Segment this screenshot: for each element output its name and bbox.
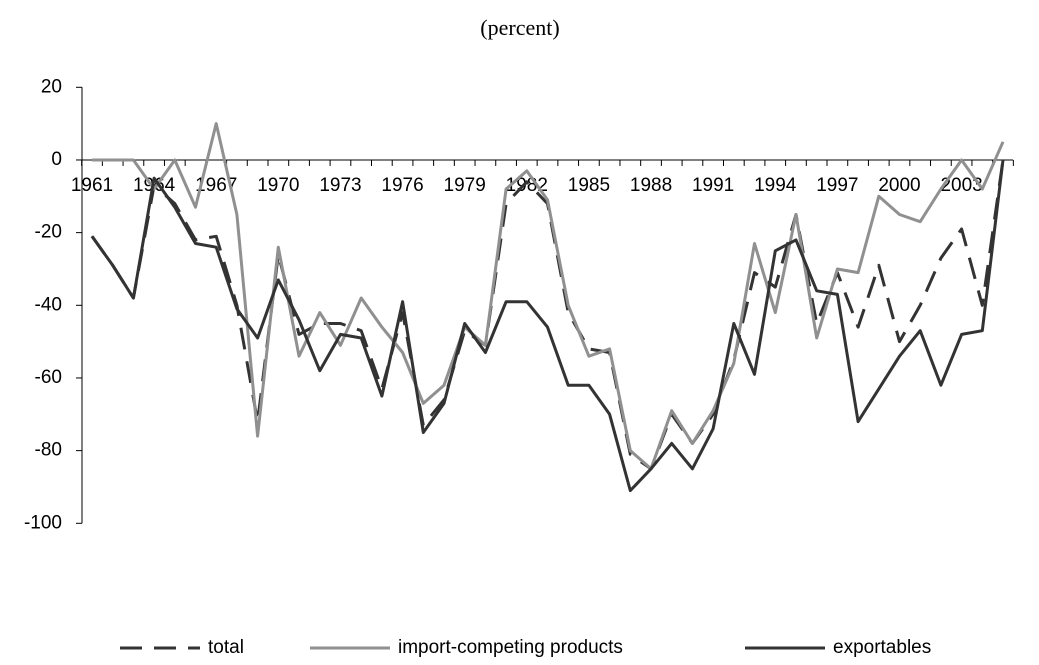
x-tick-label: 1973	[319, 175, 361, 196]
x-tick-label: 1970	[257, 175, 299, 196]
series-line	[92, 122, 1005, 471]
x-tick-label: 1985	[568, 175, 610, 196]
x-tick-label: 1994	[754, 175, 797, 196]
x-tick-label: 1988	[630, 175, 672, 196]
y-tick-label: -60	[35, 367, 62, 388]
legend-label: exportables	[833, 637, 931, 658]
x-tick-label: 1991	[692, 175, 734, 196]
legend-label: total	[208, 637, 244, 658]
x-tick-label: 2003	[940, 175, 982, 196]
x-tick-label: 1979	[444, 175, 486, 196]
x-tick-label: 1961	[71, 175, 113, 196]
y-tick-label: -40	[35, 294, 62, 315]
y-tick-label: -100	[24, 512, 62, 533]
legend-label: import-competing products	[398, 637, 623, 658]
y-tick-label: 0	[51, 149, 62, 170]
chart-title: (percent)	[480, 15, 559, 40]
x-tick-label: 1976	[381, 175, 423, 196]
x-tick-label: 1997	[816, 175, 858, 196]
y-tick-label: -80	[35, 440, 62, 461]
y-tick-label: -20	[35, 222, 62, 243]
series-line	[90, 159, 1005, 493]
x-tick-label: 1967	[195, 175, 237, 196]
y-tick-label: 20	[41, 76, 62, 97]
x-tick-label: 2000	[878, 175, 920, 196]
